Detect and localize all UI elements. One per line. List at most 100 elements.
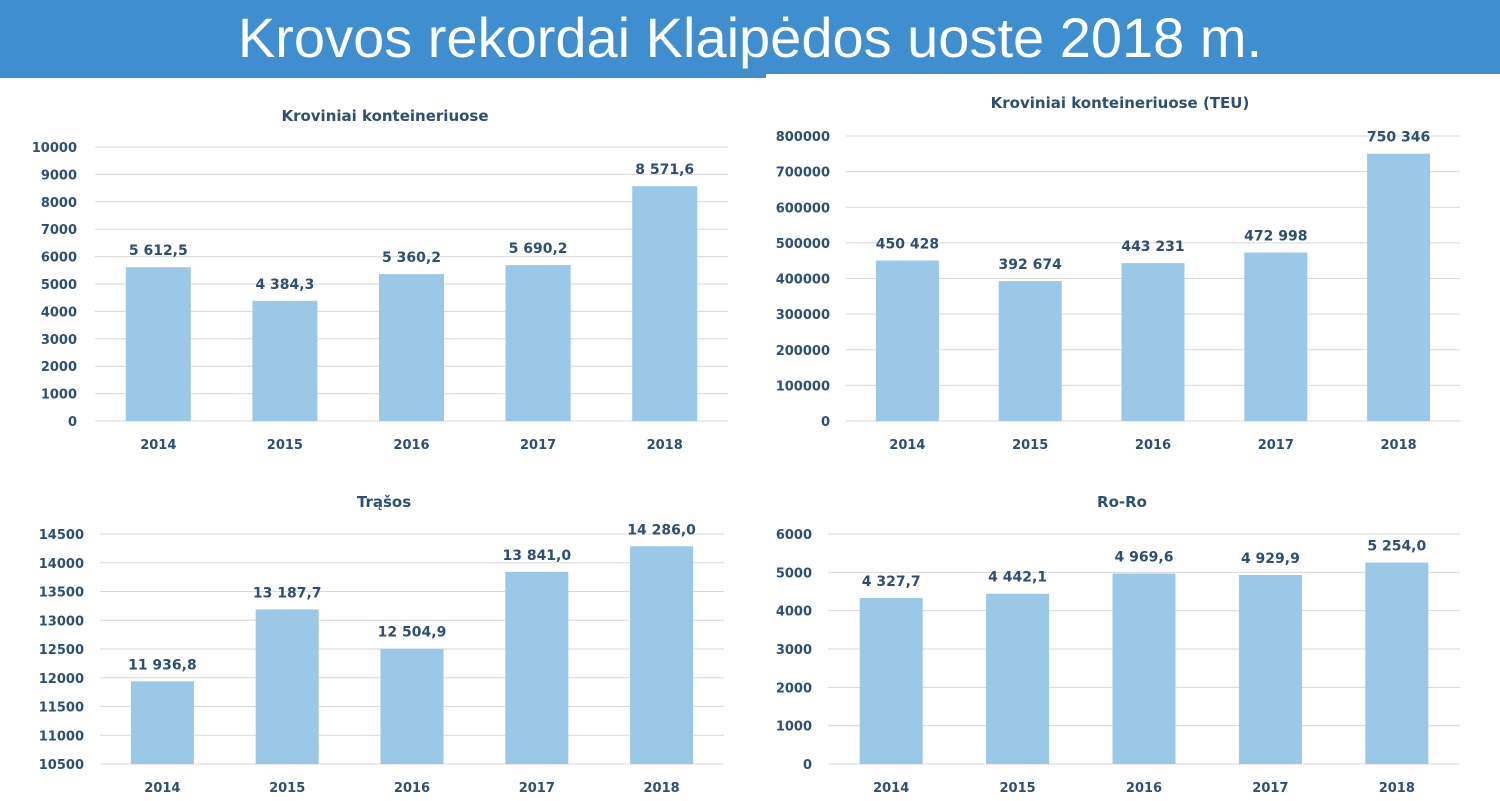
data-label: 4 929,9 — [1241, 551, 1300, 567]
y-tick-label: 5000 — [41, 278, 77, 293]
bar — [630, 546, 694, 764]
bar — [986, 593, 1050, 764]
data-label: 12 504,9 — [378, 625, 447, 641]
y-tick-label: 3000 — [41, 333, 77, 348]
x-category-label: 2014 — [140, 438, 176, 453]
y-tick-label: 14500 — [39, 528, 84, 543]
data-label: 13 187,7 — [253, 585, 322, 601]
y-tick-label: 0 — [803, 758, 812, 773]
y-tick-label: 600000 — [776, 201, 830, 216]
data-label: 4 442,1 — [988, 570, 1047, 586]
y-tick-label: 10000 — [32, 141, 77, 156]
bar — [998, 281, 1062, 421]
y-tick-label: 2000 — [776, 681, 812, 696]
chart-title: Kroviniai konteineriuose (TEU) — [991, 94, 1250, 112]
data-label: 392 674 — [999, 257, 1063, 273]
data-label: 11 936,8 — [128, 657, 197, 673]
y-tick-label: 5000 — [776, 566, 812, 581]
y-tick-label: 1000 — [41, 388, 77, 403]
bar — [255, 609, 319, 764]
x-category-label: 2014 — [144, 781, 180, 796]
x-category-label: 2017 — [519, 781, 555, 796]
data-label: 4 327,7 — [862, 574, 921, 590]
y-tick-label: 3000 — [776, 643, 812, 658]
x-category-label: 2017 — [1258, 438, 1294, 453]
chart-title: Trąšos — [357, 493, 411, 511]
y-tick-label: 400000 — [776, 273, 830, 288]
y-tick-label: 4000 — [776, 605, 812, 620]
x-category-label: 2014 — [873, 781, 909, 796]
y-tick-label: 700000 — [776, 166, 830, 181]
x-category-label: 2015 — [269, 781, 305, 796]
y-tick-label: 11500 — [39, 701, 84, 716]
chart-title: Ro-Ro — [1097, 493, 1147, 511]
bar — [1244, 252, 1308, 421]
y-tick-label: 300000 — [776, 308, 830, 323]
y-tick-label: 14000 — [39, 557, 84, 572]
y-tick-label: 1000 — [776, 720, 812, 735]
bar — [130, 681, 194, 764]
bar — [505, 265, 571, 421]
data-label: 5 360,2 — [382, 250, 441, 266]
bar — [380, 648, 444, 764]
x-category-label: 2018 — [644, 781, 680, 796]
title-bar: Krovos rekordai Klaipėdos uoste 2018 m. — [0, 0, 1500, 78]
x-category-label: 2016 — [1126, 781, 1162, 796]
bar — [1365, 562, 1429, 764]
bar — [505, 571, 569, 764]
data-label: 5 690,2 — [509, 241, 568, 257]
page-title: Krovos rekordai Klaipėdos uoste 2018 m. — [237, 6, 1263, 69]
data-label: 4 969,6 — [1115, 549, 1174, 565]
y-tick-label: 6000 — [41, 251, 77, 266]
data-label: 472 998 — [1244, 228, 1307, 244]
x-category-label: 2018 — [1379, 781, 1415, 796]
x-category-label: 2016 — [1135, 438, 1171, 453]
x-category-label: 2016 — [394, 781, 430, 796]
data-label: 750 346 — [1367, 130, 1430, 146]
bar — [1238, 575, 1302, 764]
bar — [632, 186, 698, 421]
x-category-label: 2017 — [1252, 781, 1288, 796]
x-category-label: 2014 — [889, 438, 925, 453]
y-tick-label: 800000 — [776, 130, 830, 145]
x-category-label: 2018 — [647, 438, 683, 453]
y-tick-label: 0 — [821, 415, 830, 430]
y-tick-label: 6000 — [776, 528, 812, 543]
y-tick-label: 9000 — [41, 168, 77, 183]
y-tick-label: 13500 — [39, 586, 84, 601]
bar — [875, 260, 939, 421]
data-label: 8 571,6 — [635, 162, 694, 178]
bar — [1121, 263, 1185, 421]
x-category-label: 2015 — [1000, 781, 1036, 796]
data-label: 450 428 — [876, 237, 939, 253]
bar — [1367, 153, 1431, 421]
x-category-label: 2015 — [267, 438, 303, 453]
y-tick-label: 4000 — [41, 305, 77, 320]
y-tick-label: 13000 — [39, 614, 84, 629]
y-tick-label: 12000 — [39, 672, 84, 687]
y-tick-label: 500000 — [776, 237, 830, 252]
y-tick-label: 8000 — [41, 196, 77, 211]
data-label: 443 231 — [1121, 239, 1184, 255]
bar — [1112, 573, 1176, 764]
data-label: 4 384,3 — [255, 277, 314, 293]
x-category-label: 2016 — [393, 438, 429, 453]
bar — [125, 267, 191, 421]
y-tick-label: 10500 — [39, 758, 84, 773]
data-label: 14 286,0 — [627, 522, 696, 538]
bar — [859, 598, 923, 764]
y-tick-label: 11000 — [39, 729, 84, 744]
y-tick-label: 7000 — [41, 223, 77, 238]
data-label: 5 254,0 — [1367, 539, 1426, 555]
x-category-label: 2018 — [1381, 438, 1417, 453]
bar — [252, 300, 318, 421]
header-divider — [766, 74, 1500, 78]
data-label: 5 612,5 — [129, 243, 188, 259]
data-label: 13 841,0 — [502, 548, 571, 564]
y-tick-label: 12500 — [39, 643, 84, 658]
x-category-label: 2017 — [520, 438, 556, 453]
